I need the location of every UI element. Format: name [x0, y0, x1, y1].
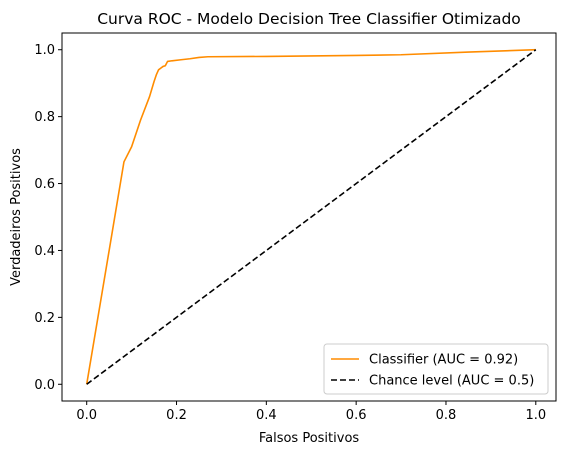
plot-frame [61, 32, 557, 402]
legend-frame [323, 343, 549, 395]
x-tick-label: 0.2 [166, 408, 187, 423]
chart-title: Curva ROC - Modelo Decision Tree Classif… [97, 10, 521, 28]
x-tick-label: 1.0 [525, 408, 546, 423]
y-tick-label: 0.0 [34, 378, 55, 393]
y-tick-label: 0.4 [34, 244, 55, 259]
y-axis-ticks: 0.0 0.2 0.4 0.6 0.8 1.0 [34, 43, 62, 393]
x-tick-label: 0.4 [256, 408, 277, 423]
x-tick-label: 0.8 [436, 408, 457, 423]
x-tick-label: 0.6 [346, 408, 367, 423]
plot-area [61, 32, 557, 402]
legend-entry-label: Chance level (AUC = 0.5) [369, 374, 534, 389]
x-axis-label: Falsos Positivos [259, 431, 360, 446]
x-axis-ticks: 0.0 0.2 0.4 0.6 0.8 1.0 [76, 401, 546, 423]
legend: Classifier (AUC = 0.92) Chance level (AUC… [323, 343, 549, 395]
y-tick-label: 0.8 [34, 110, 55, 125]
roc-curve-line [85, 48, 536, 385]
y-tick-label: 0.2 [34, 311, 55, 326]
x-tick-label: 0.0 [76, 408, 97, 423]
y-tick-label: 0.6 [34, 177, 55, 192]
series-layer [85, 48, 537, 385]
y-axis-label: Verdadeiros Positivos [9, 148, 24, 286]
chance-level-line [86, 49, 537, 385]
y-tick-label: 1.0 [34, 43, 55, 58]
legend-entry-label: Classifier (AUC = 0.92) [369, 353, 518, 368]
